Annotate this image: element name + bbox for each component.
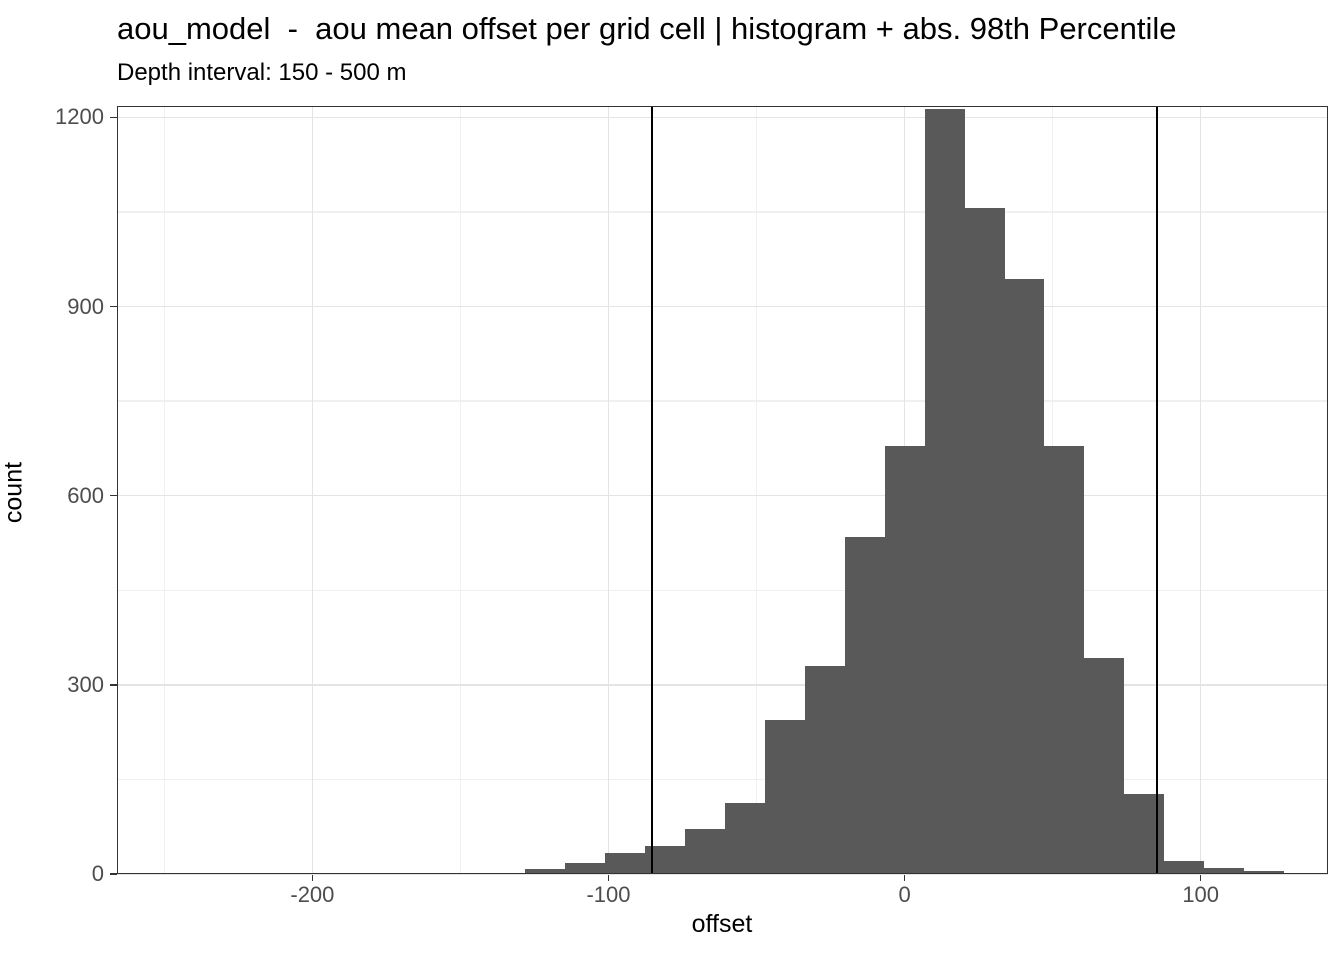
x-axis-tick (607, 874, 610, 881)
y-axis-tick (110, 116, 117, 119)
x-major-gridline (311, 106, 314, 874)
histogram-bar (604, 853, 645, 874)
y-axis-tick-label: 600 (67, 482, 104, 508)
y-minor-gridline (117, 589, 1328, 591)
histogram-bar (1164, 860, 1205, 874)
histogram-bar (964, 207, 1005, 874)
y-axis-tick (110, 684, 117, 686)
x-axis-tick-label: 100 (1182, 882, 1220, 907)
histogram-bar (1244, 871, 1285, 874)
histogram-bar (1204, 867, 1245, 874)
y-axis-tick (110, 873, 117, 875)
histogram-bar (804, 665, 845, 874)
plot-subtitle: Depth interval: 150 - 500 m (117, 59, 407, 86)
percentile-vline (1156, 106, 1159, 874)
plot-title: aou_model - aou mean offset per grid cel… (117, 11, 1177, 46)
y-minor-gridline (117, 778, 1328, 781)
x-axis-tick (1199, 874, 1202, 881)
histogram-bar (684, 828, 725, 874)
y-axis-tick-label: 1200 (55, 104, 104, 130)
y-major-gridline (117, 494, 1328, 497)
y-minor-gridline (117, 400, 1328, 402)
histogram-bar (1044, 445, 1085, 874)
x-minor-gridline (755, 106, 758, 874)
histogram-bar (524, 868, 565, 874)
y-major-gridline (117, 116, 1328, 119)
y-axis-tick-label: 300 (67, 671, 104, 697)
histogram-bar (924, 108, 965, 874)
y-axis-tick (110, 494, 117, 497)
histogram-bar (724, 803, 765, 874)
histogram-bar (1004, 278, 1045, 874)
x-axis-tick-label: -100 (586, 882, 631, 907)
y-axis-tick (110, 305, 117, 308)
histogram-bar (764, 720, 805, 874)
y-axis-title: count (0, 461, 28, 524)
x-axis-title: offset (691, 910, 753, 938)
y-minor-gridline (117, 211, 1328, 213)
plot-panel (117, 106, 1328, 875)
x-major-gridline (1199, 106, 1202, 874)
y-major-gridline (117, 684, 1328, 686)
x-axis-tick-label: -200 (290, 882, 335, 907)
x-axis-tick-label: 0 (898, 882, 911, 907)
percentile-vline (650, 106, 653, 874)
x-major-gridline (607, 106, 610, 874)
y-major-gridline (117, 305, 1328, 308)
x-axis-tick (311, 874, 314, 881)
panel-border (117, 106, 1328, 874)
histogram-bar (844, 537, 885, 874)
y-axis-tick-label: 0 (91, 861, 104, 886)
x-axis-tick (903, 874, 906, 881)
x-minor-gridline (459, 106, 462, 874)
histogram-bar (884, 445, 925, 874)
x-minor-gridline (163, 106, 166, 874)
y-axis-tick-label: 900 (67, 293, 104, 319)
histogram-bar (564, 862, 605, 874)
histogram-bar (1084, 658, 1125, 874)
